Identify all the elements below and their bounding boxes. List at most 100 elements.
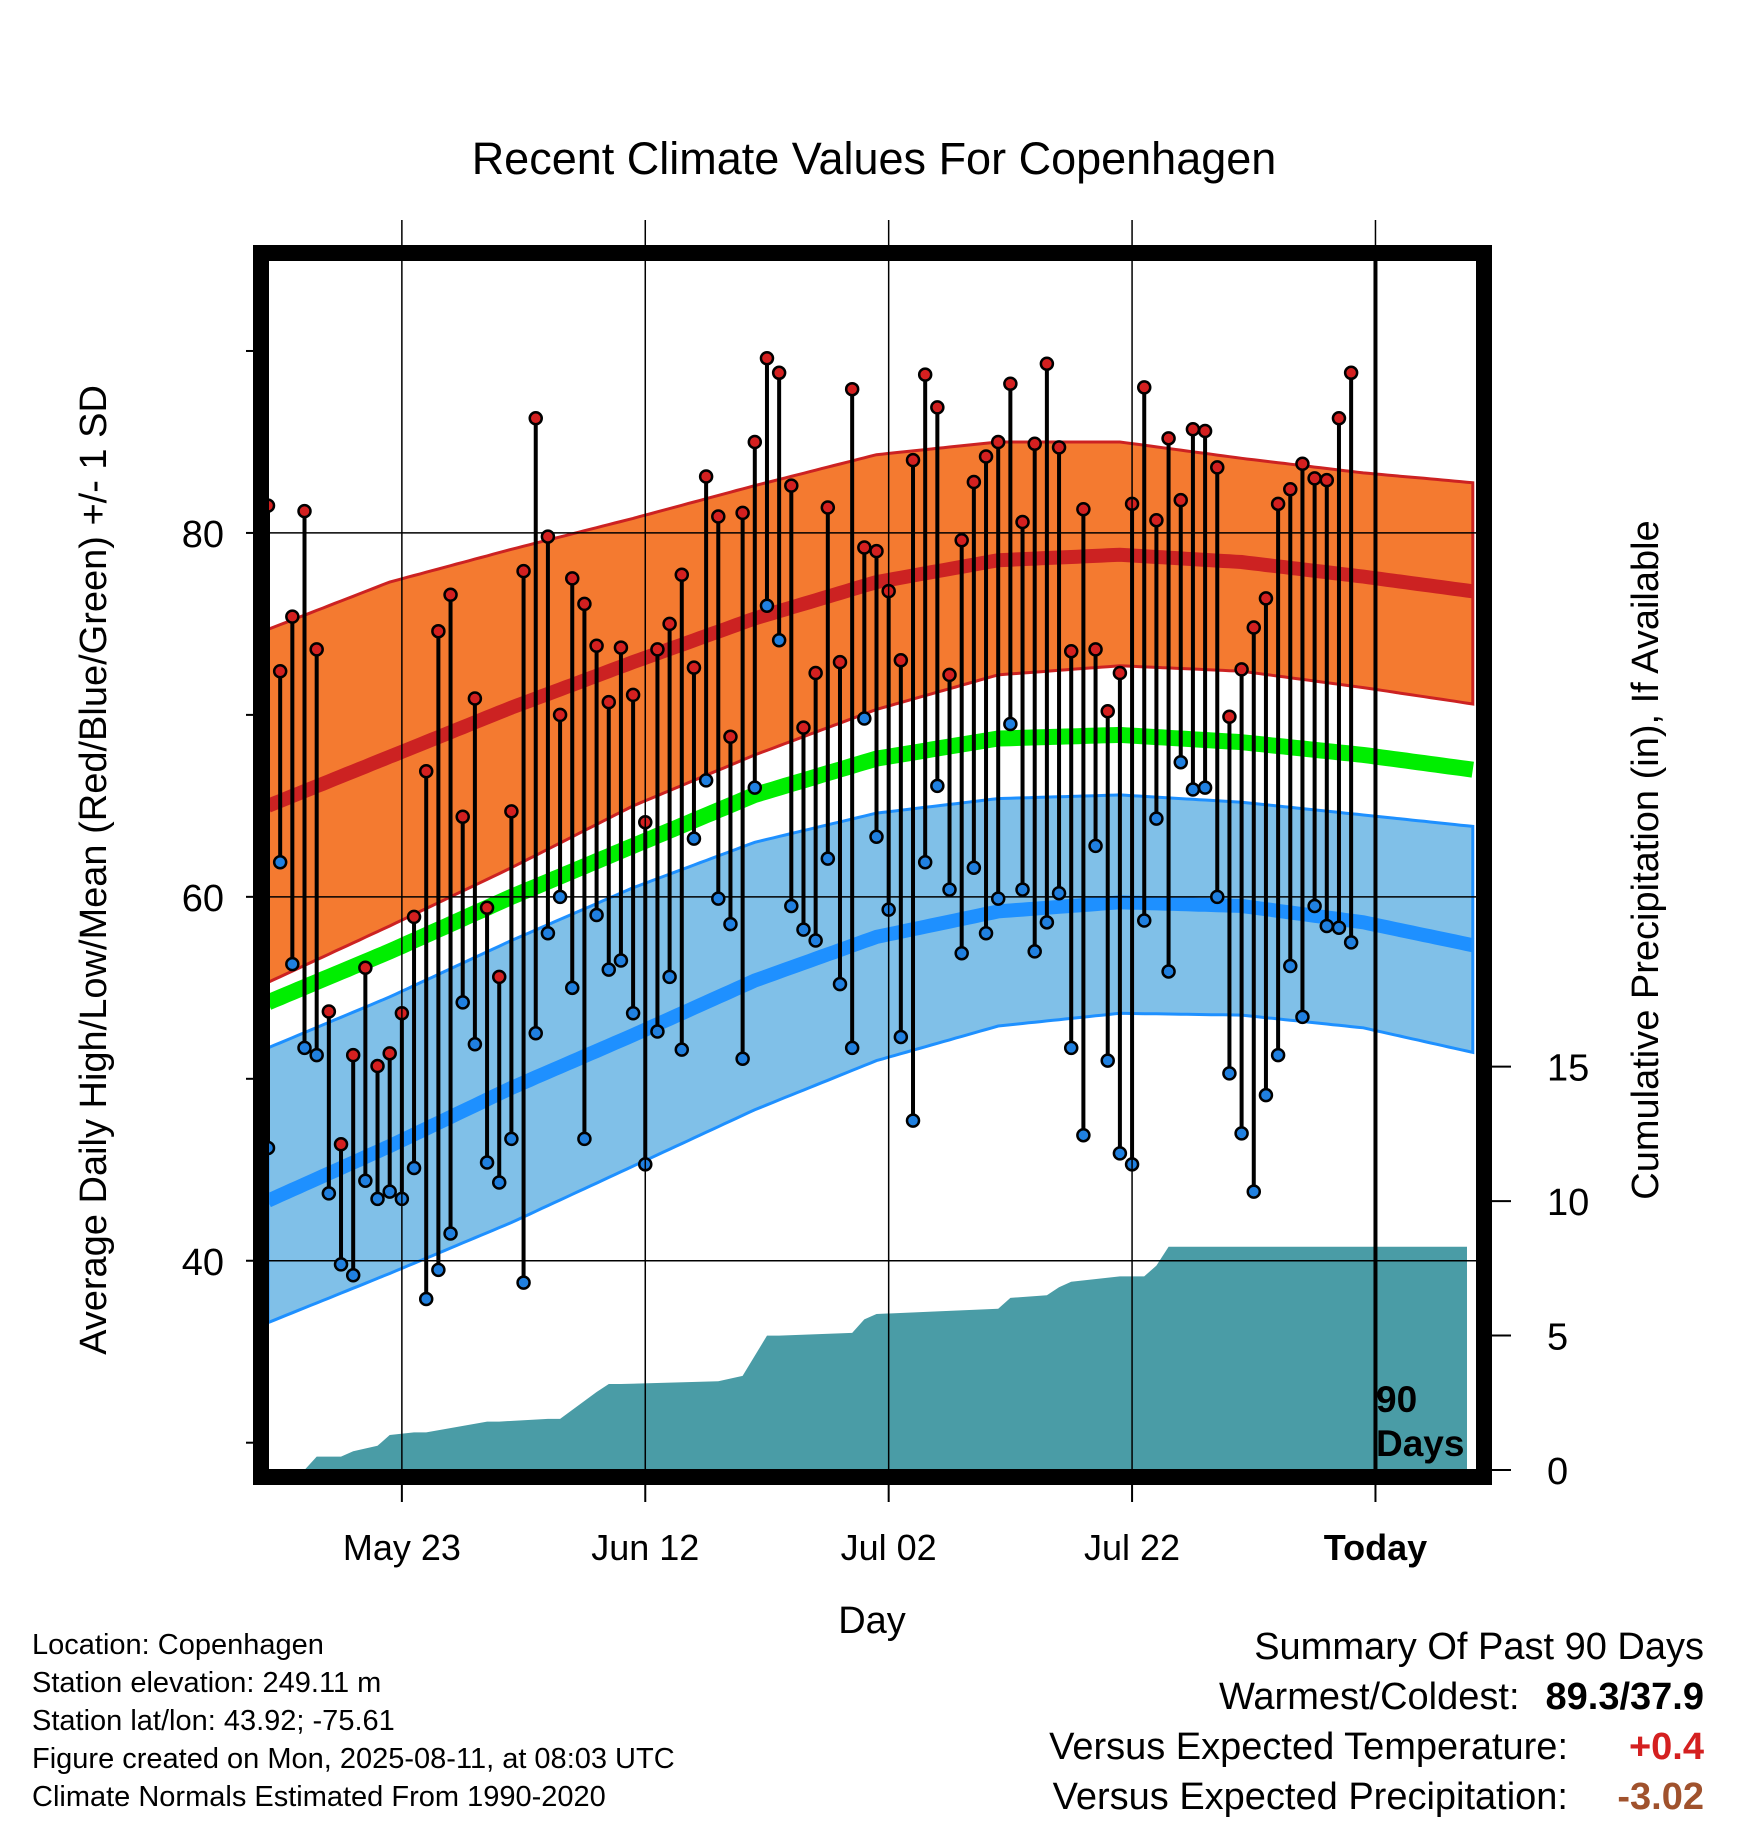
daily-low-point <box>321 1186 337 1201</box>
chart-title: Recent Climate Values For Copenhagen <box>472 133 1277 184</box>
days-label-line2: Days <box>1376 1423 1464 1464</box>
daily-low-point <box>917 855 933 870</box>
daily-low-point <box>857 711 872 726</box>
x-tick-label: May 23 <box>343 1527 461 1568</box>
daily-low-point <box>443 1226 458 1241</box>
daily-high-point <box>1246 620 1262 635</box>
daily-low-point <box>309 1047 324 1063</box>
daily-low-point <box>491 1175 507 1190</box>
y2-tick-label: 10 <box>1547 1182 1589 1224</box>
daily-low-point <box>1343 935 1359 950</box>
daily-high-point <box>686 660 702 675</box>
daily-high-point <box>1173 492 1188 508</box>
daily-low-point <box>844 1040 860 1056</box>
temp-vs-expected-row: Versus Expected Temperature: +0.4 <box>1049 1722 1704 1772</box>
temp-vs-expected-value: +0.4 <box>1628 1726 1704 1768</box>
daily-low-point <box>723 916 738 932</box>
daily-low-point <box>552 889 568 905</box>
y2-tick-label: 15 <box>1547 1048 1589 1090</box>
daily-high-point <box>735 505 750 521</box>
daily-low-point <box>467 1036 483 1052</box>
daily-low-point <box>990 891 1006 906</box>
daily-low-point <box>1051 885 1067 901</box>
daily-low-point <box>565 980 580 996</box>
daily-low-point <box>1307 898 1322 914</box>
daily-low-point <box>893 1029 909 1045</box>
daily-high-point <box>869 543 884 559</box>
daily-high-point <box>382 1046 397 1061</box>
warmest-coldest-label: Warmest/Coldest: <box>1218 1676 1520 1718</box>
daily-high-point <box>1270 496 1286 512</box>
daily-high-point <box>711 509 726 524</box>
daily-low-point <box>1319 918 1335 934</box>
daily-high-point <box>1063 643 1079 659</box>
daily-high-point <box>698 469 714 484</box>
daily-low-point <box>1100 1053 1115 1068</box>
daily-high-point <box>297 503 312 519</box>
daily-low-point <box>1295 1009 1310 1025</box>
daily-high-point <box>747 434 763 450</box>
daily-low-point <box>1112 1146 1128 1161</box>
daily-high-point <box>1076 502 1091 517</box>
daily-high-point <box>1088 642 1103 657</box>
plot-area: 40 60 80 0 5 10 15 May 23 Jun 12 Jul 02 Jul 22 Toda… <box>182 220 1589 1568</box>
daily-low-point <box>1234 1126 1249 1141</box>
daily-high-point <box>796 720 811 735</box>
daily-low-point <box>272 855 288 870</box>
daily-low-point <box>747 780 763 795</box>
daily-high-point <box>650 642 665 657</box>
daily-high-point <box>930 400 945 415</box>
daily-low-point <box>954 945 969 961</box>
daily-high-point <box>1185 421 1201 437</box>
x-axis-label: Day <box>838 1600 906 1642</box>
y-axis-left-label: Average Daily High/Low/Mean (Red/Blue/Gr… <box>73 385 115 1355</box>
daily-high-point <box>1222 709 1237 724</box>
daily-low-point <box>601 962 617 977</box>
daily-low-point <box>333 1257 349 1272</box>
daily-low-point <box>528 1026 543 1041</box>
daily-high-point <box>358 960 373 976</box>
daily-low-point <box>1088 838 1103 854</box>
daily-low-point <box>516 1275 531 1290</box>
y-tick-label: 60 <box>182 878 224 920</box>
daily-low-point <box>613 953 629 968</box>
station-location: Location: Copenhagen <box>32 1629 324 1661</box>
daily-high-point <box>443 587 458 603</box>
daily-high-point <box>893 653 909 668</box>
daily-low-point <box>674 1042 690 1057</box>
temp-vs-expected-label: Versus Expected Temperature: <box>1049 1726 1568 1768</box>
daily-high-point <box>990 434 1006 450</box>
daily-high-point <box>1039 356 1055 371</box>
daily-high-point <box>1234 662 1249 677</box>
daily-high-point <box>552 707 568 723</box>
daily-high-point <box>1258 591 1274 606</box>
daily-high-point <box>491 969 507 985</box>
daily-high-point <box>832 654 848 670</box>
daily-high-point <box>966 474 982 490</box>
daily-low-point <box>784 898 799 914</box>
daily-high-point <box>528 411 543 426</box>
daily-low-point <box>1027 944 1042 959</box>
daily-high-point <box>844 381 860 397</box>
daily-low-point <box>625 1006 641 1021</box>
daily-low-point <box>1246 1184 1262 1199</box>
daily-high-point <box>820 500 836 515</box>
daily-high-point <box>418 764 434 779</box>
daily-low-point <box>759 598 775 613</box>
normal-low-line <box>268 895 1475 1208</box>
y-axis-right-label: Cumulative Precipitation (in), If Availa… <box>1625 520 1667 1199</box>
daily-low-point <box>1197 780 1213 795</box>
station-latlon: Station lat/lon: 43.92; -75.61 <box>32 1705 395 1737</box>
daily-high-point <box>406 909 422 925</box>
daily-high-point <box>589 638 604 653</box>
daily-high-point <box>1112 665 1128 681</box>
daily-low-point <box>832 976 848 992</box>
daily-low-point <box>711 891 726 906</box>
daily-low-point <box>1283 958 1298 974</box>
daily-low-point <box>978 925 994 941</box>
daily-high-point <box>1015 514 1030 530</box>
precip-vs-expected-label: Versus Expected Precipitation: <box>1052 1776 1568 1818</box>
daily-low-point <box>942 882 957 897</box>
daily-low-point <box>796 922 811 937</box>
